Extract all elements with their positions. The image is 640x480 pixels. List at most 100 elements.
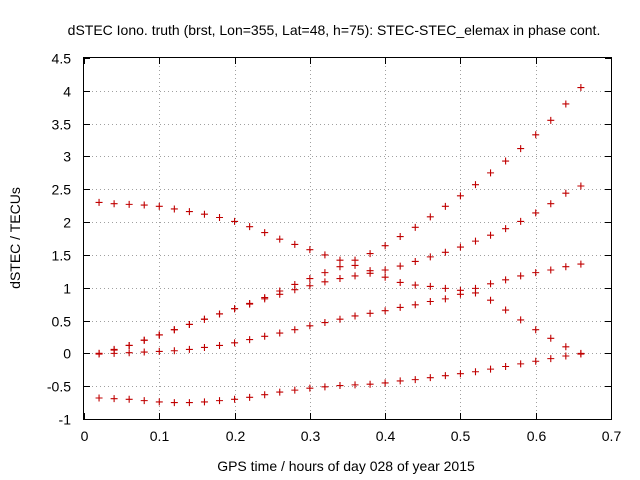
data-point: [200, 210, 208, 218]
data-point: [200, 343, 208, 351]
data-point: [547, 334, 555, 342]
data-point: [351, 261, 359, 269]
data-point: [140, 201, 148, 209]
data-point: [351, 272, 359, 280]
data-point: [577, 84, 585, 92]
data-point: [547, 200, 555, 208]
data-point: [216, 397, 224, 405]
data-point: [381, 273, 389, 281]
data-point: [231, 305, 239, 313]
data-point: [155, 347, 163, 355]
data-point: [170, 399, 178, 407]
data-point: [456, 243, 464, 251]
data-point: [411, 257, 419, 265]
y-tick-label: 4: [63, 84, 71, 100]
data-point: [110, 200, 118, 208]
data-point: [562, 263, 570, 271]
x-tick-label: 0.5: [451, 428, 471, 444]
data-point: [276, 290, 284, 298]
data-point: [185, 399, 193, 407]
data-point: [562, 100, 570, 108]
data-point: [517, 145, 525, 153]
data-point: [532, 131, 540, 139]
y-tick-label: 2: [63, 215, 71, 231]
data-point: [532, 357, 540, 365]
data-point: [577, 182, 585, 190]
data-point: [321, 251, 329, 259]
data-point: [517, 316, 525, 324]
data-point: [502, 276, 510, 284]
data-point: [471, 284, 479, 292]
data-point: [291, 286, 299, 294]
data-point: [396, 262, 404, 270]
data-point: [276, 388, 284, 396]
data-point: [185, 208, 193, 216]
data-point: [125, 341, 133, 349]
data-point: [381, 379, 389, 387]
y-tick-label: 3.5: [52, 117, 72, 133]
data-point: [125, 349, 133, 357]
data-point: [487, 296, 495, 304]
data-point: [336, 315, 344, 323]
y-tick-label: -0.5: [47, 379, 71, 395]
data-point: [502, 225, 510, 233]
y-tick-label: 4.5: [52, 51, 72, 67]
data-point: [502, 157, 510, 165]
data-point: [426, 282, 434, 290]
data-point: [426, 213, 434, 221]
data-point: [396, 377, 404, 385]
y-tick-label: 1.5: [52, 248, 72, 264]
data-point: [321, 383, 329, 391]
data-point: [200, 315, 208, 323]
data-point: [351, 381, 359, 389]
data-point: [306, 275, 314, 283]
data-point: [336, 263, 344, 271]
y-tick-label: 2.5: [52, 182, 72, 198]
data-point: [351, 312, 359, 320]
data-point: [471, 181, 479, 189]
data-point: [261, 391, 269, 399]
data-point: [532, 326, 540, 334]
series-sat-c: [95, 198, 585, 357]
data-point: [291, 386, 299, 394]
data-point: [517, 272, 525, 280]
data-point: [261, 229, 269, 237]
data-point: [95, 198, 103, 206]
data-point: [396, 233, 404, 241]
x-tick-label: 0.7: [602, 428, 622, 444]
data-point: [456, 290, 464, 298]
data-point: [562, 189, 570, 197]
data-point: [155, 331, 163, 339]
data-point: [381, 242, 389, 250]
y-tick-label: 0.5: [52, 314, 72, 330]
y-axis: -1 -0.5 0 0.5 1 1.5 2 2.5 3 3.5 4 4.5: [47, 51, 611, 428]
data-point: [155, 202, 163, 210]
y-axis-title: dSTEC / TECUs: [7, 187, 23, 289]
data-point: [216, 213, 224, 221]
data-point: [306, 282, 314, 290]
x-axis-title: GPS time / hours of day 028 of year 2015: [217, 458, 475, 474]
data-point: [366, 309, 374, 317]
data-point: [366, 267, 374, 275]
data-point: [381, 266, 389, 274]
data-series: [95, 84, 585, 407]
data-point: [577, 350, 585, 358]
data-point: [487, 280, 495, 288]
data-point: [185, 320, 193, 328]
x-tick-label: 0.4: [376, 428, 396, 444]
data-point: [125, 395, 133, 403]
y-tick-label: -1: [59, 412, 72, 428]
data-point: [140, 348, 148, 356]
data-point: [306, 322, 314, 330]
data-point: [246, 336, 254, 344]
data-point: [487, 365, 495, 373]
data-point: [396, 303, 404, 311]
data-point: [231, 339, 239, 347]
data-point: [441, 248, 449, 256]
data-point: [216, 310, 224, 318]
x-tick-label: 0.6: [527, 428, 547, 444]
data-point: [140, 336, 148, 344]
data-point: [532, 269, 540, 277]
data-point: [441, 295, 449, 303]
data-point: [95, 350, 103, 358]
